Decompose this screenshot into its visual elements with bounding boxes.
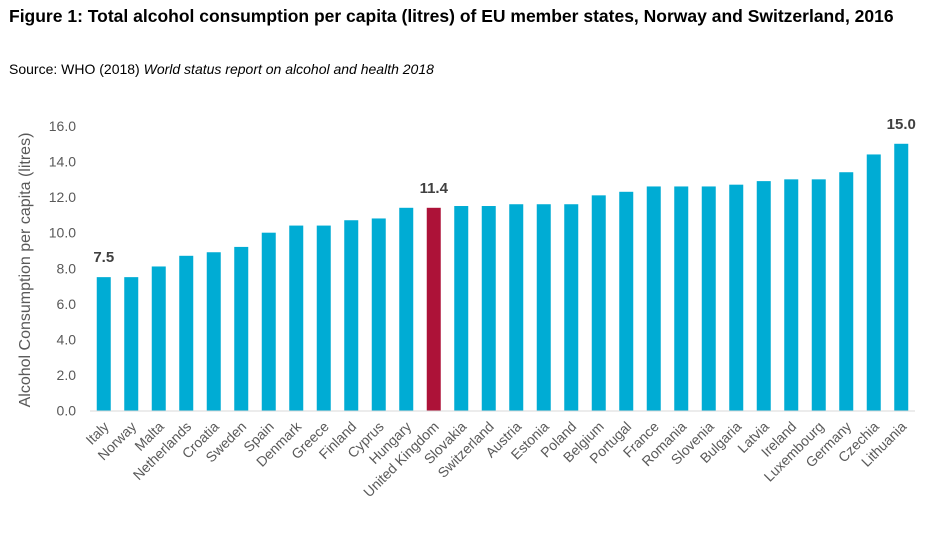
bar-slovenia: [701, 186, 716, 411]
bar-malta: [151, 266, 166, 411]
y-tick-label: 4.0: [57, 331, 77, 347]
bar-poland: [564, 204, 579, 411]
data-label: 7.5: [93, 249, 114, 266]
source-title: World status report on alcohol and healt…: [143, 61, 434, 77]
y-tick-label: 16.0: [49, 118, 76, 134]
y-tick-label: 2.0: [57, 367, 77, 383]
y-axis-ticks: 0.0 2.0 4.0 6.0 8.0 10.0 12.0 14.0 16.0: [49, 118, 76, 419]
bar-slovakia: [454, 206, 469, 411]
bar-bulgaria: [729, 184, 744, 411]
y-tick-label: 10.0: [49, 225, 76, 241]
bar-belgium: [591, 195, 606, 411]
bar-netherlands: [179, 255, 194, 411]
bar-romania: [674, 186, 689, 411]
bar-france: [646, 186, 661, 411]
data-label: 11.4: [420, 180, 449, 197]
bar-italy: [96, 277, 111, 411]
data-label: 15.0: [887, 116, 916, 133]
bar-lithuania: [894, 143, 909, 411]
source-note: Source: WHO (2018) World status report o…: [9, 60, 434, 78]
y-tick-label: 12.0: [49, 189, 76, 205]
bar-finland: [344, 220, 359, 411]
bar-norway: [124, 277, 139, 411]
bar-luxembourg: [811, 179, 826, 411]
bar-spain: [261, 232, 276, 411]
bar-denmark: [289, 225, 304, 411]
x-axis-category-labels: ItalyNorwayMaltaNetherlandsCroatiaSweden…: [82, 418, 909, 500]
bar-czechia: [866, 154, 881, 411]
bar-latvia: [756, 181, 771, 411]
bar-austria: [509, 204, 524, 411]
page-title: Figure 1: Total alcohol consumption per …: [9, 6, 894, 26]
y-tick-label: 6.0: [57, 296, 77, 312]
bar-greece: [316, 225, 331, 411]
bar-hungary: [399, 207, 414, 411]
bar-ireland: [784, 179, 799, 411]
bar-united-kingdom: [426, 207, 441, 411]
y-tick-label: 8.0: [57, 260, 77, 276]
bar-croatia: [206, 252, 221, 411]
y-axis-label: Alcohol Consumption per capita (litres): [17, 133, 34, 408]
bar-sweden: [234, 246, 249, 411]
source-prefix: Source: WHO (2018): [9, 61, 144, 77]
bar-cyprus: [371, 218, 386, 411]
y-tick-label: 14.0: [49, 154, 76, 170]
bar-portugal: [619, 191, 634, 411]
bar-series: [96, 143, 909, 411]
bar-estonia: [536, 204, 551, 411]
y-tick-label: 0.0: [57, 403, 77, 419]
bar-germany: [839, 172, 854, 411]
bar-switzerland: [481, 206, 496, 411]
data-labels: 7.5 11.4 15.0: [93, 116, 916, 266]
